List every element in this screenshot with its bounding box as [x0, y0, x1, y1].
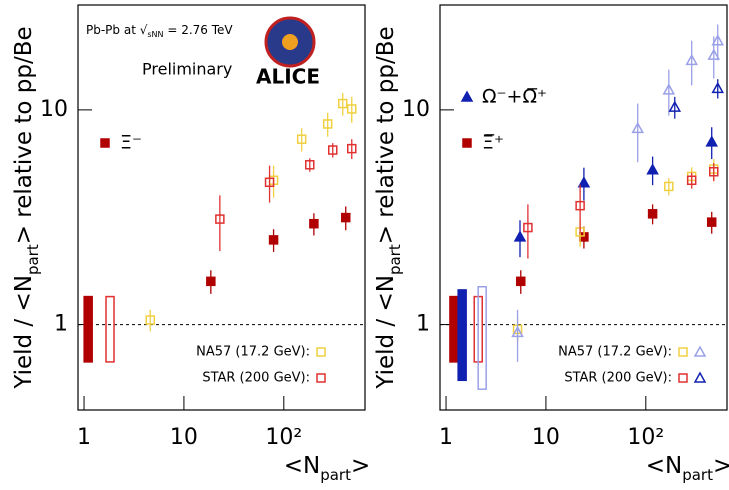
- marker: [711, 34, 725, 46]
- marker: [662, 83, 676, 95]
- label-part: <N: [284, 453, 320, 479]
- marker: [709, 167, 719, 177]
- marker: [513, 230, 527, 242]
- normalization-box: [83, 295, 93, 363]
- label-part: Yield / <N: [11, 275, 37, 390]
- marker: [206, 276, 216, 287]
- logo-core: [282, 34, 298, 50]
- y-axis-label: Yield / <Npart> relative to pp/Be: [373, 26, 404, 389]
- marker: [347, 143, 357, 154]
- legend-label: STAR (200 GeV):: [202, 371, 310, 386]
- legend-label: Ξ⁻: [120, 132, 142, 154]
- marker: [631, 121, 644, 134]
- marker: [264, 177, 275, 188]
- preliminary-label: Preliminary: [142, 60, 232, 79]
- x-tick-label: 10²: [627, 425, 664, 450]
- x-tick-label: 10²: [265, 425, 302, 450]
- x-axis-label: <Npart>: [646, 453, 729, 484]
- x-tick-label: 1: [77, 425, 91, 450]
- marker: [693, 371, 707, 383]
- marker: [668, 100, 682, 112]
- label-part: > relative to pp/Be: [11, 26, 37, 244]
- marker: [575, 200, 585, 211]
- marker: [316, 347, 326, 357]
- normalization-box: [457, 289, 467, 382]
- y-tick-label: 10: [402, 97, 430, 122]
- label-part: Pb-Pb at √: [86, 23, 148, 37]
- marker: [705, 135, 718, 147]
- marker: [309, 218, 319, 229]
- label-part: >: [713, 453, 729, 479]
- label-part: <N: [646, 453, 682, 479]
- y-axis-label: Yield / <Npart> relative to pp/Be: [11, 26, 42, 389]
- marker: [516, 276, 526, 287]
- marker: [678, 373, 688, 383]
- marker: [347, 104, 357, 114]
- y-tick-label: 1: [416, 312, 430, 337]
- normalization-box: [477, 286, 487, 390]
- logo-text: ALICE: [256, 65, 320, 89]
- x-tick-label: 1: [439, 425, 453, 450]
- marker: [646, 163, 659, 175]
- marker: [145, 315, 155, 325]
- marker: [215, 214, 225, 224]
- marker: [693, 345, 707, 357]
- marker: [577, 176, 591, 188]
- label-part: NN: [152, 30, 164, 39]
- marker: [322, 119, 333, 129]
- y-tick-label: 1: [54, 312, 68, 337]
- marker: [707, 48, 721, 60]
- y-tick-label: 10: [40, 97, 68, 122]
- marker: [340, 212, 351, 223]
- legend-label: STAR (200 GeV):: [564, 371, 672, 386]
- legend-label: Ω⁻+Ω̅⁺: [482, 86, 547, 108]
- marker: [523, 222, 533, 233]
- marker: [268, 235, 279, 245]
- marker: [511, 325, 524, 338]
- marker: [711, 81, 725, 94]
- marker: [706, 217, 717, 227]
- normalization-box: [449, 295, 459, 363]
- marker: [327, 145, 338, 155]
- marker: [460, 90, 474, 102]
- marker: [305, 160, 315, 170]
- plot-frame: [77, 4, 366, 411]
- marker: [462, 138, 472, 148]
- marker: [296, 134, 307, 144]
- plot-frame: [439, 4, 728, 411]
- label-part: part: [386, 244, 404, 275]
- label-part: >: [351, 453, 370, 479]
- marker: [685, 53, 698, 66]
- legend-label: NA57 (17.2 GeV):: [558, 345, 672, 360]
- label-part: part: [682, 466, 713, 484]
- label-part: part: [320, 466, 351, 484]
- marker: [664, 181, 674, 192]
- x-tick-label: 10: [532, 425, 560, 450]
- marker: [316, 373, 326, 383]
- energy-label: Pb-Pb at √sNN = 2.76 TeV: [86, 23, 233, 40]
- marker: [100, 138, 110, 148]
- x-axis-label: <Npart>: [284, 453, 371, 484]
- label-part: s: [147, 30, 151, 39]
- legend-label: NA57 (17.2 GeV):: [196, 345, 310, 360]
- x-tick-label: 10: [170, 425, 198, 450]
- label-part: Yield / <N: [373, 275, 399, 390]
- marker: [686, 175, 697, 186]
- normalization-box: [105, 295, 115, 363]
- legend-label: Ξ̅⁺: [482, 132, 504, 154]
- label-part: part: [24, 244, 42, 275]
- label-part: > relative to pp/Be: [373, 26, 399, 244]
- marker: [678, 347, 688, 357]
- marker: [647, 209, 658, 219]
- marker: [337, 98, 348, 109]
- label-part: = 2.76 TeV: [164, 23, 234, 37]
